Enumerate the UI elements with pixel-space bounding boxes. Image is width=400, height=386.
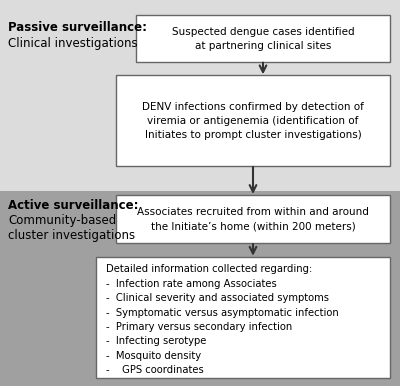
Bar [0,0,400,191]
Text: cluster investigations: cluster investigations [8,229,135,242]
Bar [0,191,400,386]
Text: Clinical investigations: Clinical investigations [8,37,138,50]
Text: Community-based: Community-based [8,214,116,227]
FancyBboxPatch shape [96,257,390,378]
Text: Associates recruited from within and around
the Initiate’s home (within 200 mete: Associates recruited from within and aro… [137,207,369,231]
FancyBboxPatch shape [136,15,390,62]
Text: DENV infections confirmed by detection of
viremia or antigenemia (identification: DENV infections confirmed by detection o… [142,102,364,140]
Text: Detailed information collected regarding:
-  Infection rate among Associates
-  : Detailed information collected regarding… [106,264,339,375]
FancyBboxPatch shape [116,75,390,166]
Text: Passive surveillance:: Passive surveillance: [8,21,147,34]
Text: Suspected dengue cases identified
at partnering clinical sites: Suspected dengue cases identified at par… [172,27,354,51]
FancyBboxPatch shape [116,195,390,243]
Text: Active surveillance:: Active surveillance: [8,199,138,212]
